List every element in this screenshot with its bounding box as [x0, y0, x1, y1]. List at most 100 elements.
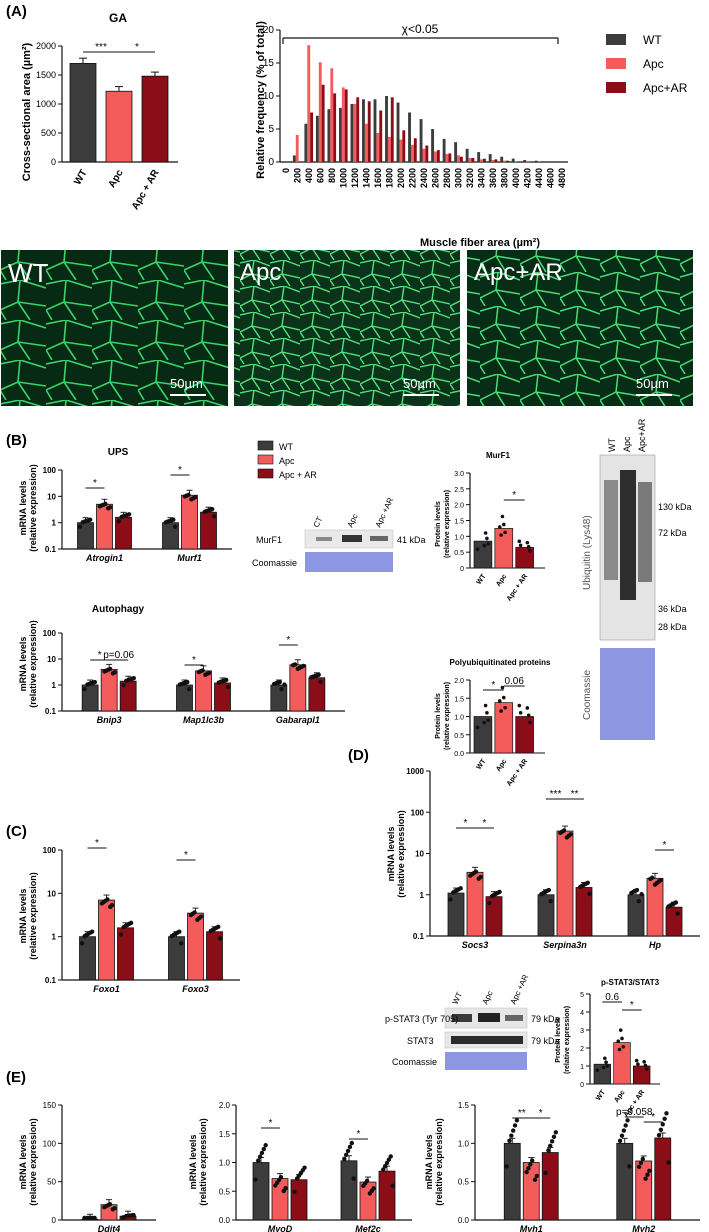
hist-x-label-6: 1200 [350, 168, 360, 188]
d-ylabel-1: mRNA levels [386, 827, 396, 882]
e2-pt-1-1-2 [361, 1183, 366, 1189]
pstat-y-tick-label-0: 0 [580, 1082, 584, 1089]
scale-bar-label-wt: 50µm [170, 376, 203, 391]
d-y-tick-label-2: 10 [415, 850, 424, 859]
murf1-x-label-1: Apc [495, 573, 508, 588]
hist-bar-9-0 [385, 96, 388, 162]
c-pt-1-0-5 [169, 933, 175, 939]
e2-pt-0-0-4 [257, 1154, 263, 1159]
hist-x-label-12: 2400 [419, 168, 429, 188]
hist-bar-18-1 [491, 160, 495, 162]
hist-bar-19-0 [500, 156, 504, 162]
d-y-tick-label-0: 0.1 [413, 932, 425, 941]
d-bar-1-1 [556, 830, 574, 937]
stat3-lane-apcar: Apc +AR [509, 973, 531, 1006]
pstat-y-tick-label-4: 4 [580, 1010, 584, 1017]
ups-ylabel-2: (relative expression) [28, 464, 38, 552]
ups-pt-1-2-0 [211, 514, 217, 519]
legend-swatch-wt [606, 34, 626, 45]
auto-pt-1-0-5 [177, 682, 183, 687]
murf1-pt-1-0 [503, 530, 507, 535]
e2-x-label-1: Mef2c [355, 1224, 381, 1232]
e2-x-label-0: MyoD [268, 1224, 293, 1232]
e2-pt-1-2-0 [390, 1183, 395, 1188]
auto-pt-1-0-0 [186, 686, 192, 692]
hist-bar-13-2 [436, 150, 440, 162]
polyub-x-label-1: Apc [495, 758, 508, 773]
hist-bar-10-1 [399, 139, 403, 162]
e3-pt-1-1-3 [647, 1168, 652, 1174]
hist-bar-2-0 [304, 123, 308, 162]
polyub-pt-2-0 [518, 711, 523, 715]
auto-pt-1-1-5 [203, 672, 208, 678]
auto-pt-0-1-5 [110, 671, 116, 676]
polyub-bar-0 [473, 716, 493, 754]
murf1-y-tick-label-1: 0.5 [454, 550, 464, 557]
micrograph-apc [234, 250, 460, 406]
hist-bar-21-1 [526, 161, 530, 162]
ga-x-label-1: Apc [107, 168, 126, 190]
auto-pt-1-2-5 [216, 680, 221, 685]
pstat-pt-1-0 [621, 1044, 626, 1049]
d-pt-1-2-5 [578, 884, 583, 890]
e1-pt-0-1-5 [110, 1207, 115, 1212]
murf1-bar-2 [515, 547, 534, 569]
e3-pt-1-0-0 [627, 1164, 632, 1169]
e3-y-tick-label-3: 1.5 [458, 1101, 470, 1110]
e3-bar-1-2 [654, 1137, 672, 1221]
hist-bar-11-2 [413, 138, 417, 162]
murf1-pt-2-0 [518, 543, 523, 548]
hist-bar-22-0 [534, 160, 538, 162]
hist-x-label-14: 2800 [442, 168, 452, 188]
e2-pt-0-2-0 [292, 1189, 297, 1195]
pstat-title: p-STAT3/STAT3 [601, 978, 660, 987]
hist-bar-11-1 [410, 144, 414, 162]
murf1-y-tick-label-3: 1.5 [454, 519, 464, 526]
murf1-y-tick-label-4: 2.0 [454, 503, 464, 510]
c-y-tick-label-2: 10 [47, 889, 56, 898]
hist-bar-18-0 [488, 154, 492, 162]
d-pt-2-2-0 [675, 911, 680, 916]
auto-x-label-1: Map1lc3b [183, 715, 225, 725]
hist-x-label-19: 3800 [500, 168, 510, 188]
auto-sig-0-label: * [98, 650, 102, 661]
pstat-pt-2-3 [643, 1063, 648, 1068]
polyub-ylabel-2: (relative expression) [444, 682, 451, 750]
auto-pt-2-0-5 [282, 682, 287, 687]
hist-bar-3-0 [315, 115, 319, 162]
murf1-pt-1-3 [499, 533, 503, 537]
pstat-pt-0-2 [604, 1060, 608, 1065]
e2-pt-1-2-1 [388, 1154, 393, 1159]
polyub-bar-2 [515, 716, 534, 754]
ubiquitin-blot: WT Apc Apc+AR Ubiquitin (Lys48) 130 kDa … [582, 418, 692, 740]
murf1-pt-0-0 [475, 547, 480, 551]
ub-kda-72: 72 kDa [658, 528, 687, 538]
polyub-pt-2-1 [517, 703, 522, 708]
d-bar-2-2 [665, 906, 683, 937]
ga-x-label-2: Apc + AR [130, 167, 162, 212]
auto-y-tick-label-0: 0.1 [45, 707, 57, 716]
ub-blot-label: Ubiquitin (Lys48) [582, 515, 593, 590]
d-sig-0-label: * [464, 818, 468, 829]
ups-x-label-1: Murf1 [177, 553, 202, 563]
e3-pt-1-0-5 [617, 1138, 623, 1143]
e2-bar-1-2 [378, 1170, 396, 1221]
e2-pt-1-0-3 [345, 1148, 351, 1154]
hist-bar-1-1 [295, 134, 299, 162]
stat3-kda: 79 kDa [531, 1036, 560, 1046]
pstat-y-tick-label-3: 3 [580, 1028, 584, 1035]
d-pt-1-0-0 [548, 898, 553, 904]
e1-pt-0-2-5 [123, 1213, 129, 1219]
stat3-lane-wt: WT [451, 991, 464, 1006]
d-x-label-1: Serpina3n [543, 940, 587, 950]
ups-pt-0-0-0 [77, 524, 83, 529]
auto-pt-2-1-1 [290, 662, 296, 668]
pstat3-band-apc [478, 1013, 500, 1022]
panel-d-label: (D) [348, 747, 369, 764]
c-sig-0-label: * [95, 838, 99, 849]
e3-pt-1-2-3 [660, 1122, 665, 1127]
e3-pt-0-1-3 [524, 1169, 529, 1175]
e2-pt-1-2-5 [381, 1167, 386, 1172]
ups-pt-1-1-5 [189, 497, 194, 502]
hist-bar-14-1 [445, 154, 449, 162]
